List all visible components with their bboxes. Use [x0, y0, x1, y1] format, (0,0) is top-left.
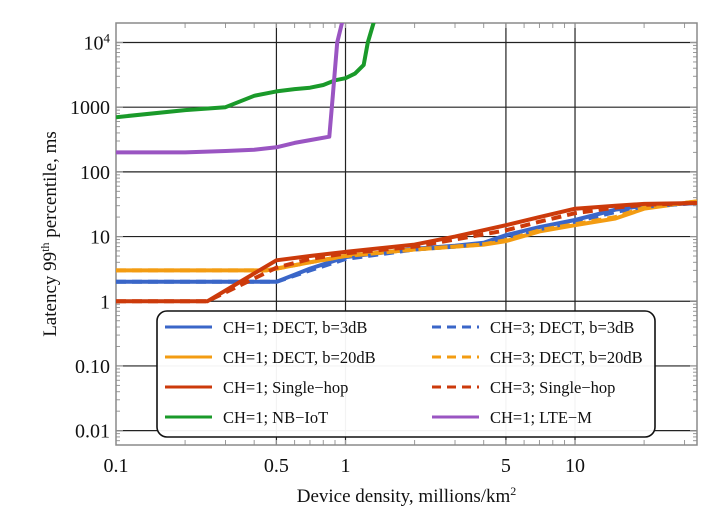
y-tick-label-base: 0.10: [75, 356, 110, 378]
x-axis-title-text: Device density, millions/km: [297, 486, 511, 507]
y-tick-label: 10: [90, 227, 110, 249]
legend-item: CH=1; DECT, b=20dB: [165, 348, 376, 367]
legend-item: CH=3; DECT, b=3dB: [432, 318, 634, 337]
y-axis-title: Latency 99th percentile, ms: [38, 131, 61, 337]
y-tick-label-base: 10: [84, 32, 104, 54]
series-line-ch-1-nb-iot: [116, 23, 376, 120]
x-tick-labels: 0.1 0.5 1 5 10: [104, 455, 586, 477]
legend-label: CH=1; Single−hop: [223, 378, 348, 397]
legend-item: CH=1; DECT, b=3dB: [165, 318, 367, 337]
y-tick-label: 100: [80, 162, 110, 184]
y-axis-title-sup: th: [38, 243, 52, 252]
x-tick-label: 1: [341, 455, 351, 477]
legend-item: CH=3; DECT, b=20dB: [432, 348, 643, 367]
y-tick-label-base: 100: [80, 162, 110, 184]
legend-item: CH=3; Single−hop: [432, 378, 615, 397]
y-tick-label: 104: [84, 30, 111, 55]
legend-box: [156, 310, 656, 438]
legend-label: CH=1; LTE−M: [490, 408, 592, 427]
y-tick-label-base: 1000: [70, 97, 110, 119]
y-tick-label-base: 1: [100, 291, 110, 313]
series-line-ch-1-lte-m: [116, 23, 345, 155]
legend-label: CH=1; DECT, b=3dB: [223, 318, 367, 337]
y-tick-label: 1: [100, 291, 110, 313]
y-tick-label-exponent: 4: [104, 30, 111, 45]
series-line-ch-3-dect-b-20db: [116, 199, 697, 273]
x-axis-title-sup: 2: [510, 484, 516, 498]
x-tick-label: 5: [501, 455, 511, 477]
y-axis-title-suffix: percentile, ms: [40, 131, 61, 242]
x-tick-label: 0.1: [104, 455, 129, 477]
legend-label: CH=3; DECT, b=3dB: [490, 318, 634, 337]
series-line-ch-3-single-hop: [116, 201, 697, 304]
legend-item: CH=1; LTE−M: [432, 408, 592, 427]
y-tick-label-base: 10: [90, 227, 110, 249]
legend: CH=1; DECT, b=3dB CH=3; DECT, b=3dB CH=1; …: [156, 310, 656, 438]
legend-item: CH=1; Single−hop: [165, 378, 348, 397]
legend-label: CH=3; Single−hop: [490, 378, 615, 397]
series-layer: [116, 23, 697, 304]
y-tick-label: 1000: [70, 97, 110, 119]
x-axis-title: Device density, millions/km2: [297, 484, 517, 507]
plot-frame: [115, 22, 698, 446]
y-tick-label-base: 0.01: [75, 421, 110, 443]
legend-item: CH=1; NB−IoT: [165, 408, 328, 427]
y-tick-label: 0.01: [75, 421, 110, 443]
legend-label: CH=3; DECT, b=20dB: [490, 348, 643, 367]
y-axis-title-prefix: Latency 99: [40, 252, 61, 337]
legend-label: CH=1; NB−IoT: [223, 408, 328, 427]
x-tick-label: 10: [565, 455, 585, 477]
y-tick-label: 0.10: [75, 356, 110, 378]
x-tick-label: 0.5: [264, 455, 289, 477]
legend-label: CH=1; DECT, b=20dB: [223, 348, 376, 367]
